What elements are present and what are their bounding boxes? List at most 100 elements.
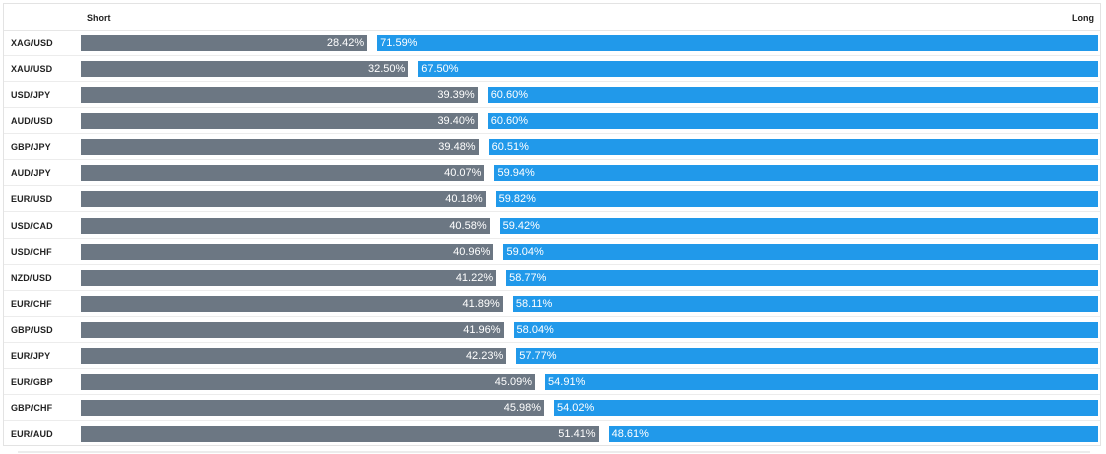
- chart-row: AUD/JPY 40.07% 59.94%: [4, 160, 1100, 187]
- long-header-label: Long: [1072, 13, 1094, 23]
- long-bar: 71.59%: [377, 35, 1098, 51]
- long-value-label: 59.82%: [498, 193, 536, 206]
- short-value-label: 32.50%: [367, 63, 406, 76]
- long-value-label: 59.04%: [506, 245, 544, 258]
- short-value-label: 41.96%: [463, 323, 501, 336]
- short-value-label: 42.23%: [465, 349, 504, 362]
- pair-label: EUR/AUD: [11, 429, 53, 440]
- short-bar: 40.18%: [81, 191, 486, 208]
- chart-row: NZD/USD 41.22% 58.77%: [4, 265, 1100, 291]
- short-value-label: 40.07%: [444, 167, 482, 180]
- short-value-label: 39.39%: [437, 89, 475, 102]
- short-bar: 40.96%: [81, 243, 494, 260]
- long-value-label: 67.50%: [421, 63, 459, 76]
- long-value-label: 60.51%: [491, 141, 529, 154]
- short-bar: 41.96%: [81, 321, 504, 338]
- pair-label: XAG/USD: [11, 38, 53, 48]
- short-value-label: 39.40%: [437, 115, 475, 128]
- chart-row: EUR/USD 40.18% 59.82%: [4, 186, 1100, 213]
- short-value-label: 51.41%: [558, 428, 596, 441]
- short-bar: 39.48%: [81, 139, 479, 156]
- pair-label: EUR/GBP: [11, 377, 53, 388]
- long-value-label: 60.60%: [490, 89, 528, 102]
- chart-row: XAG/USD 28.42% 71.59%: [4, 30, 1100, 56]
- chart-row: XAU/USD 32.50% 67.50%: [4, 56, 1100, 83]
- sentiment-chart: Short Long XAG/USD 28.42% 71.59% XAU/USD 32.…: [3, 3, 1101, 446]
- long-value-label: 58.11%: [515, 297, 553, 310]
- long-bar: 58.04%: [513, 321, 1098, 338]
- short-value-label: 45.09%: [494, 376, 533, 389]
- long-bar: 48.61%: [608, 426, 1098, 443]
- long-value-label: 60.60%: [490, 115, 529, 128]
- bottom-divider: [18, 451, 1090, 453]
- chart-row: EUR/CHF 41.89% 58.11%: [4, 291, 1100, 317]
- pair-label: EUR/CHF: [11, 298, 52, 309]
- short-value-label: 41.89%: [462, 297, 500, 310]
- short-bar: 39.39%: [81, 87, 478, 104]
- chart-row: GBP/JPY 39.48% 60.51%: [4, 134, 1100, 161]
- long-bar: 59.82%: [495, 191, 1098, 208]
- pair-label: XAU/USD: [11, 64, 53, 75]
- short-bar: 51.41%: [81, 426, 599, 443]
- long-bar: 60.51%: [488, 139, 1098, 156]
- short-bar: 45.98%: [81, 400, 545, 417]
- pair-label: USD/CAD: [11, 220, 53, 231]
- long-bar: 58.11%: [512, 295, 1098, 312]
- short-bar: 40.07%: [81, 165, 485, 182]
- short-value-label: 40.96%: [453, 245, 491, 258]
- chart-row: USD/JPY 39.39% 60.60%: [4, 82, 1100, 109]
- long-bar: 67.50%: [418, 61, 1098, 78]
- short-header-label: Short: [87, 13, 111, 23]
- short-bar: 42.23%: [81, 347, 507, 364]
- long-bar: 54.91%: [545, 374, 1098, 391]
- short-bar: 41.22%: [81, 269, 497, 286]
- long-value-label: 59.94%: [497, 167, 535, 180]
- short-bar: 28.42%: [81, 35, 368, 51]
- long-value-label: 54.02%: [557, 402, 595, 415]
- pair-label: GBP/CHF: [11, 403, 53, 414]
- chart-header: Short Long: [4, 4, 1100, 31]
- pair-label: EUR/USD: [11, 194, 53, 205]
- chart-row: GBP/CHF 45.98% 54.02%: [4, 395, 1100, 422]
- chart-row: GBP/USD 41.96% 58.04%: [4, 317, 1100, 343]
- pair-label: AUD/JPY: [11, 168, 51, 179]
- short-value-label: 45.98%: [503, 402, 542, 415]
- long-bar: 60.60%: [487, 87, 1098, 104]
- long-value-label: 58.04%: [516, 323, 554, 336]
- long-bar: 59.94%: [494, 165, 1098, 182]
- chart-row: EUR/GBP 45.09% 54.91%: [4, 369, 1100, 396]
- long-bar: 54.02%: [554, 400, 1098, 417]
- short-value-label: 39.48%: [438, 141, 476, 154]
- chart-row: USD/CHF 40.96% 59.04%: [4, 239, 1100, 265]
- long-value-label: 48.61%: [611, 428, 649, 441]
- short-value-label: 41.22%: [455, 271, 494, 284]
- pair-label: NZD/USD: [11, 272, 52, 283]
- chart-row: EUR/AUD 51.41% 48.61%: [4, 421, 1100, 447]
- long-value-label: 54.91%: [548, 376, 586, 389]
- chart-row: USD/CAD 40.58% 59.42%: [4, 213, 1100, 239]
- short-value-label: 40.18%: [445, 193, 483, 206]
- pair-label: USD/JPY: [11, 90, 51, 101]
- long-bar: 57.77%: [516, 347, 1098, 364]
- short-bar: 32.50%: [81, 61, 409, 78]
- long-bar: 59.04%: [503, 243, 1098, 260]
- chart-row: AUD/USD 39.40% 60.60%: [4, 108, 1100, 135]
- long-value-label: 57.77%: [519, 349, 557, 362]
- short-bar: 45.09%: [81, 374, 536, 391]
- short-value-label: 40.58%: [449, 219, 487, 232]
- chart-row: EUR/JPY 42.23% 57.77%: [4, 343, 1100, 369]
- long-bar: 59.42%: [499, 217, 1098, 234]
- pair-label: AUD/USD: [11, 116, 53, 127]
- pair-label: GBP/USD: [11, 324, 53, 335]
- long-value-label: 58.77%: [509, 271, 547, 284]
- pair-label: USD/CHF: [11, 246, 52, 257]
- short-value-label: 28.42%: [326, 37, 365, 49]
- long-bar: 60.60%: [487, 113, 1098, 130]
- short-bar: 39.40%: [81, 113, 478, 130]
- long-value-label: 71.59%: [380, 37, 418, 49]
- pair-label: EUR/JPY: [11, 350, 51, 361]
- short-bar: 41.89%: [81, 295, 503, 312]
- short-bar: 40.58%: [81, 217, 490, 234]
- long-bar: 58.77%: [506, 269, 1098, 286]
- pair-label: GBP/JPY: [11, 142, 51, 153]
